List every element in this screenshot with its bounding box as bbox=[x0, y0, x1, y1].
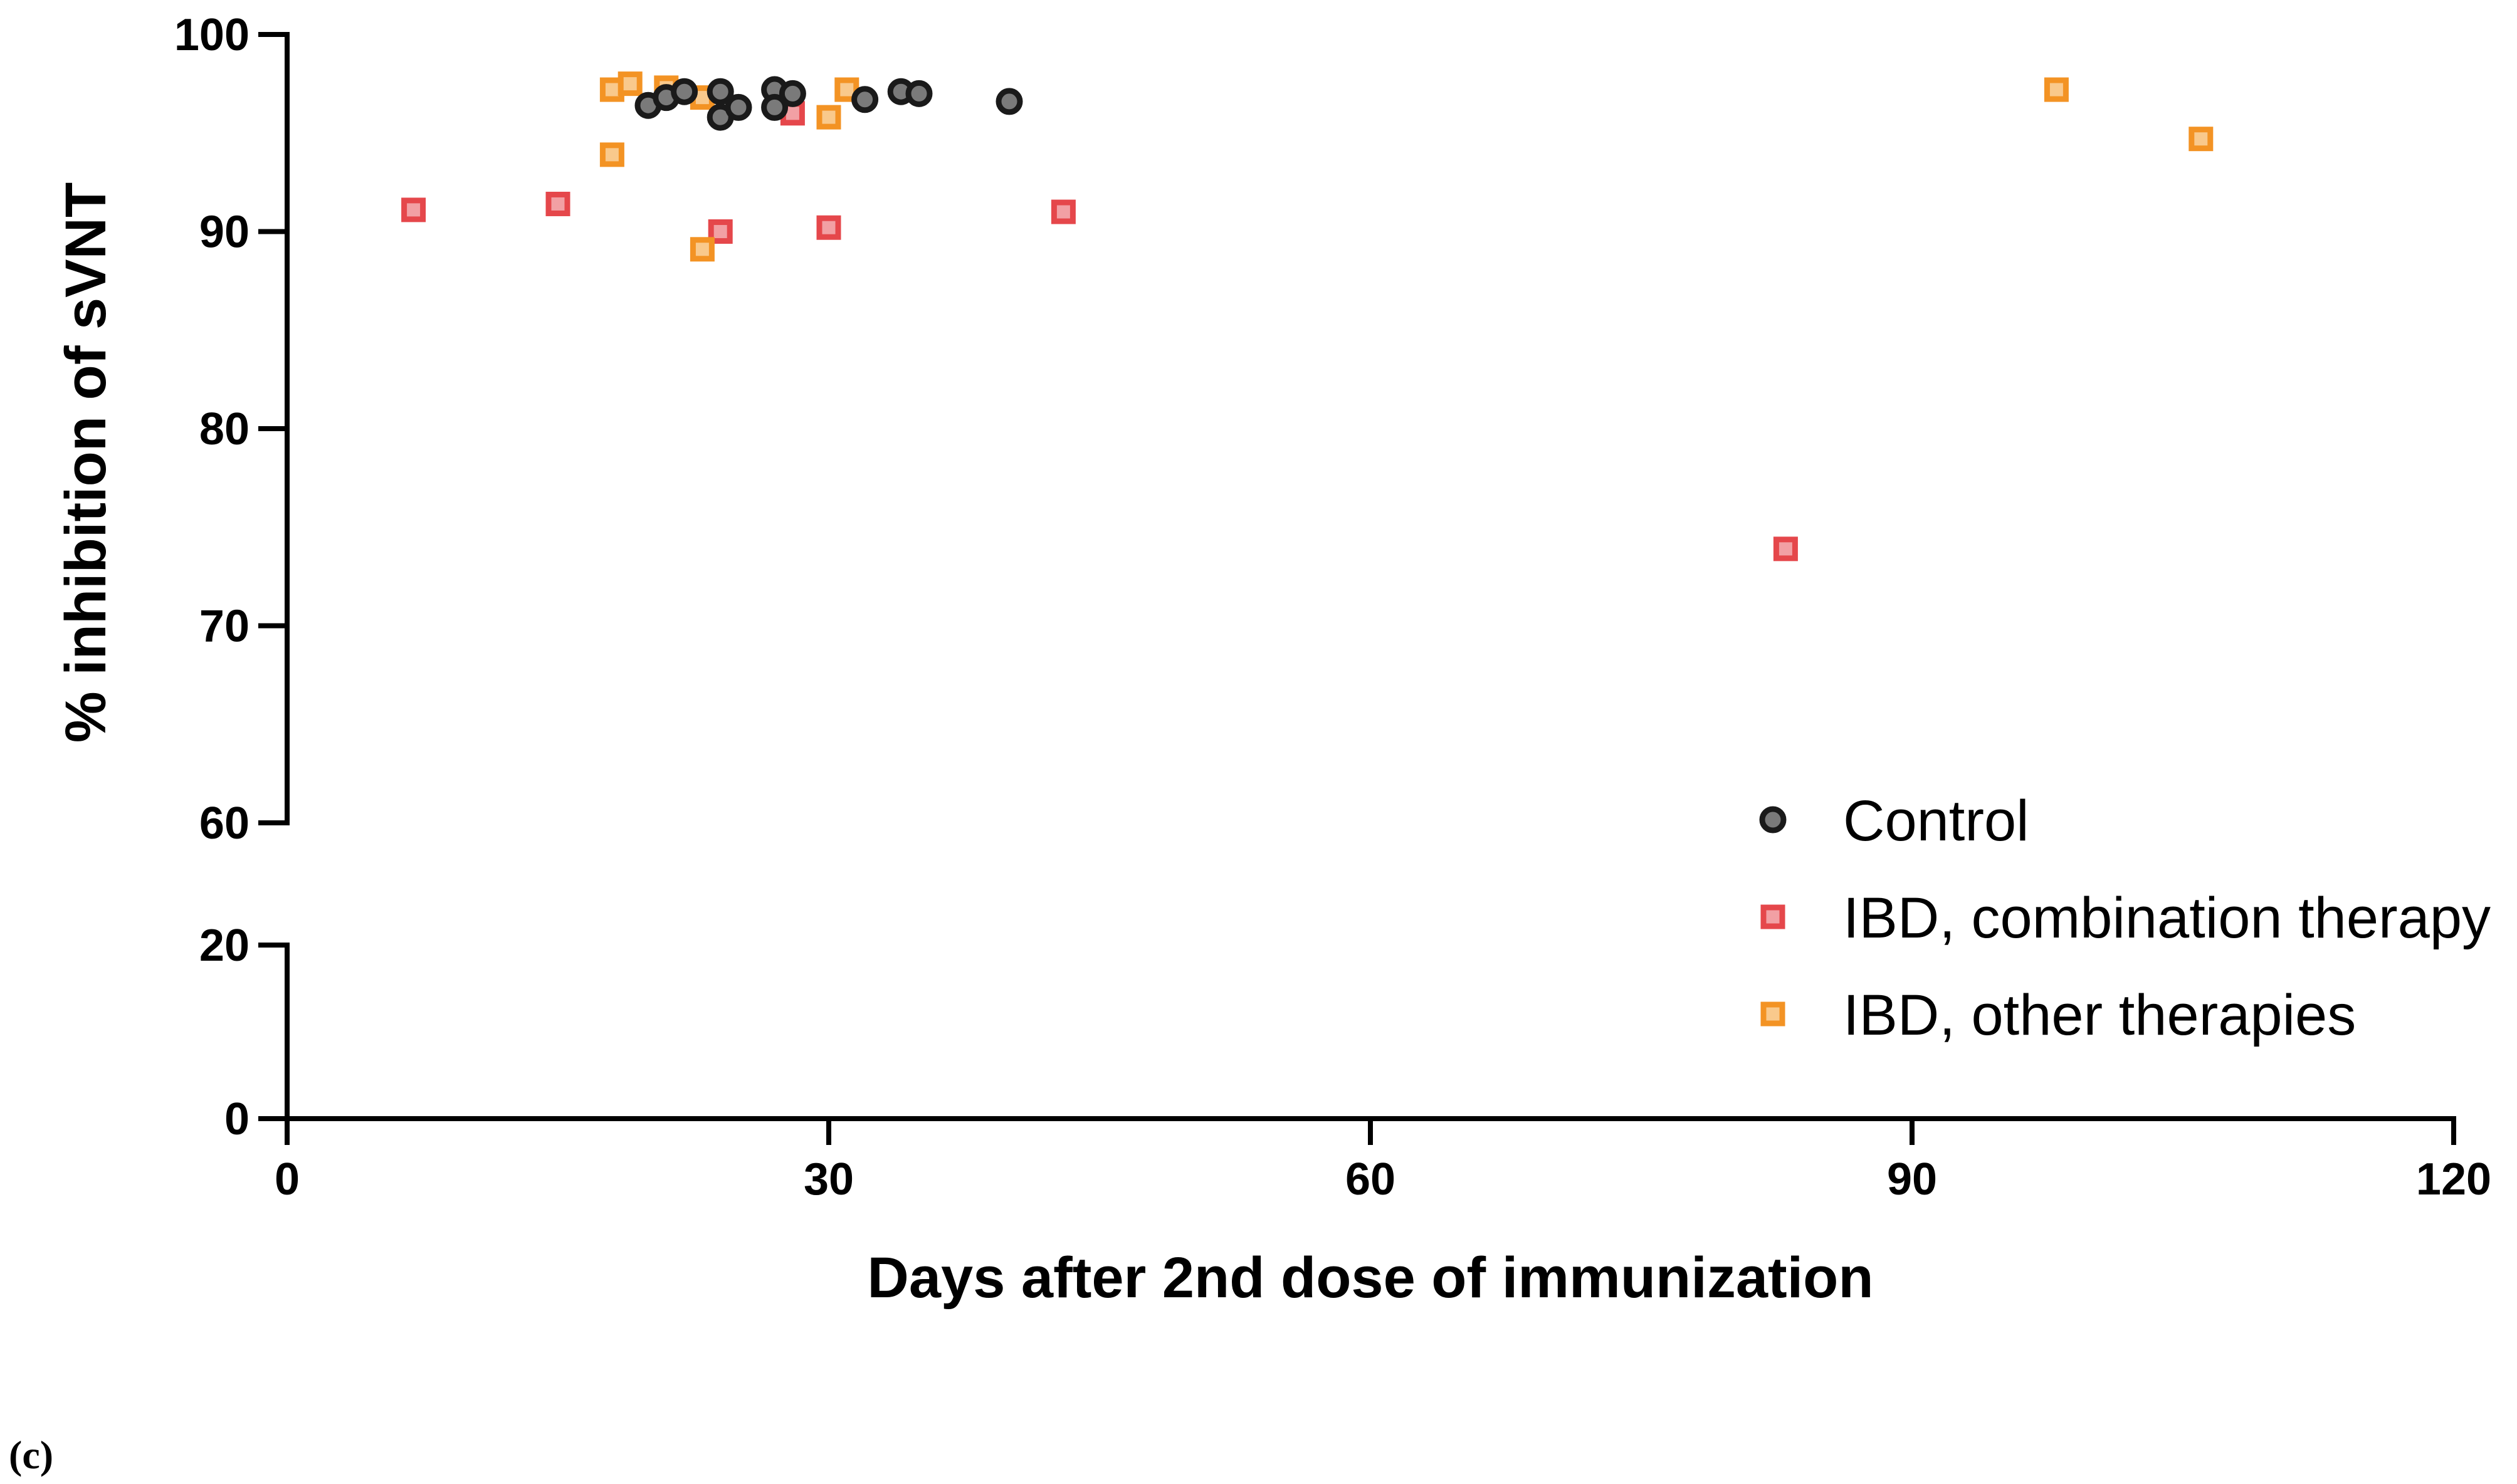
point-ibd-other-therapies bbox=[617, 71, 643, 97]
data-points bbox=[401, 71, 2214, 562]
legend-marker-ibd-other-therapies bbox=[1760, 1001, 1785, 1027]
legend-marker-control bbox=[1759, 806, 1787, 833]
x-tick-label: 90 bbox=[1887, 1154, 1937, 1204]
point-control bbox=[761, 93, 789, 121]
point-control bbox=[905, 80, 933, 107]
y-tick-label: 100 bbox=[174, 10, 250, 60]
y-tick-label: 20 bbox=[199, 921, 250, 971]
x-tick-label: 60 bbox=[1345, 1154, 1395, 1204]
point-ibd-combination-therapy bbox=[1051, 199, 1076, 224]
x-axis-ticks: 0 30 60 90 120 bbox=[275, 1116, 2491, 1204]
point-control bbox=[725, 93, 752, 121]
point-ibd-combination-therapy bbox=[401, 197, 426, 222]
legend-label-control: Control bbox=[1843, 789, 2029, 853]
y-tick-label: 60 bbox=[199, 798, 250, 849]
y-axis-title: % inhibition of sVNT bbox=[54, 182, 118, 743]
point-ibd-other-therapies bbox=[599, 142, 624, 167]
x-tick-label: 30 bbox=[804, 1154, 854, 1204]
point-ibd-other-therapies bbox=[2189, 127, 2214, 152]
x-tick-label: 0 bbox=[275, 1154, 300, 1204]
y-tick-label: 0 bbox=[224, 1094, 250, 1144]
point-ibd-other-therapies bbox=[690, 237, 715, 262]
point-control bbox=[779, 80, 806, 107]
y-tick-label: 80 bbox=[199, 404, 250, 454]
point-control bbox=[707, 78, 734, 105]
point-ibd-combination-therapy bbox=[816, 215, 841, 240]
point-ibd-other-therapies bbox=[816, 105, 841, 130]
point-control bbox=[671, 78, 698, 105]
panel-label: (c) bbox=[9, 1433, 53, 1477]
point-ibd-combination-therapy bbox=[1773, 536, 1798, 562]
point-control bbox=[851, 86, 879, 113]
legend-label-ibd-other-therapies: IBD, other therapies bbox=[1843, 983, 2356, 1047]
y-tick-label: 90 bbox=[199, 207, 250, 258]
x-axis-title: Days after 2nd dose of immunization bbox=[867, 1246, 1873, 1310]
legend-label-ibd-combination-therapy: IBD, combination therapy bbox=[1843, 886, 2491, 950]
y-axis-ticks: 60 70 80 90 100 0 20 bbox=[174, 10, 290, 1144]
y-tick-label: 70 bbox=[199, 602, 250, 652]
point-ibd-combination-therapy bbox=[545, 191, 570, 216]
point-ibd-other-therapies bbox=[2044, 77, 2069, 102]
point-control bbox=[996, 88, 1023, 115]
legend: Control IBD, combination therapy IBD, othe… bbox=[1759, 789, 2491, 1047]
x-tick-label: 120 bbox=[2416, 1154, 2491, 1204]
legend-marker-ibd-combination-therapy bbox=[1760, 904, 1785, 929]
